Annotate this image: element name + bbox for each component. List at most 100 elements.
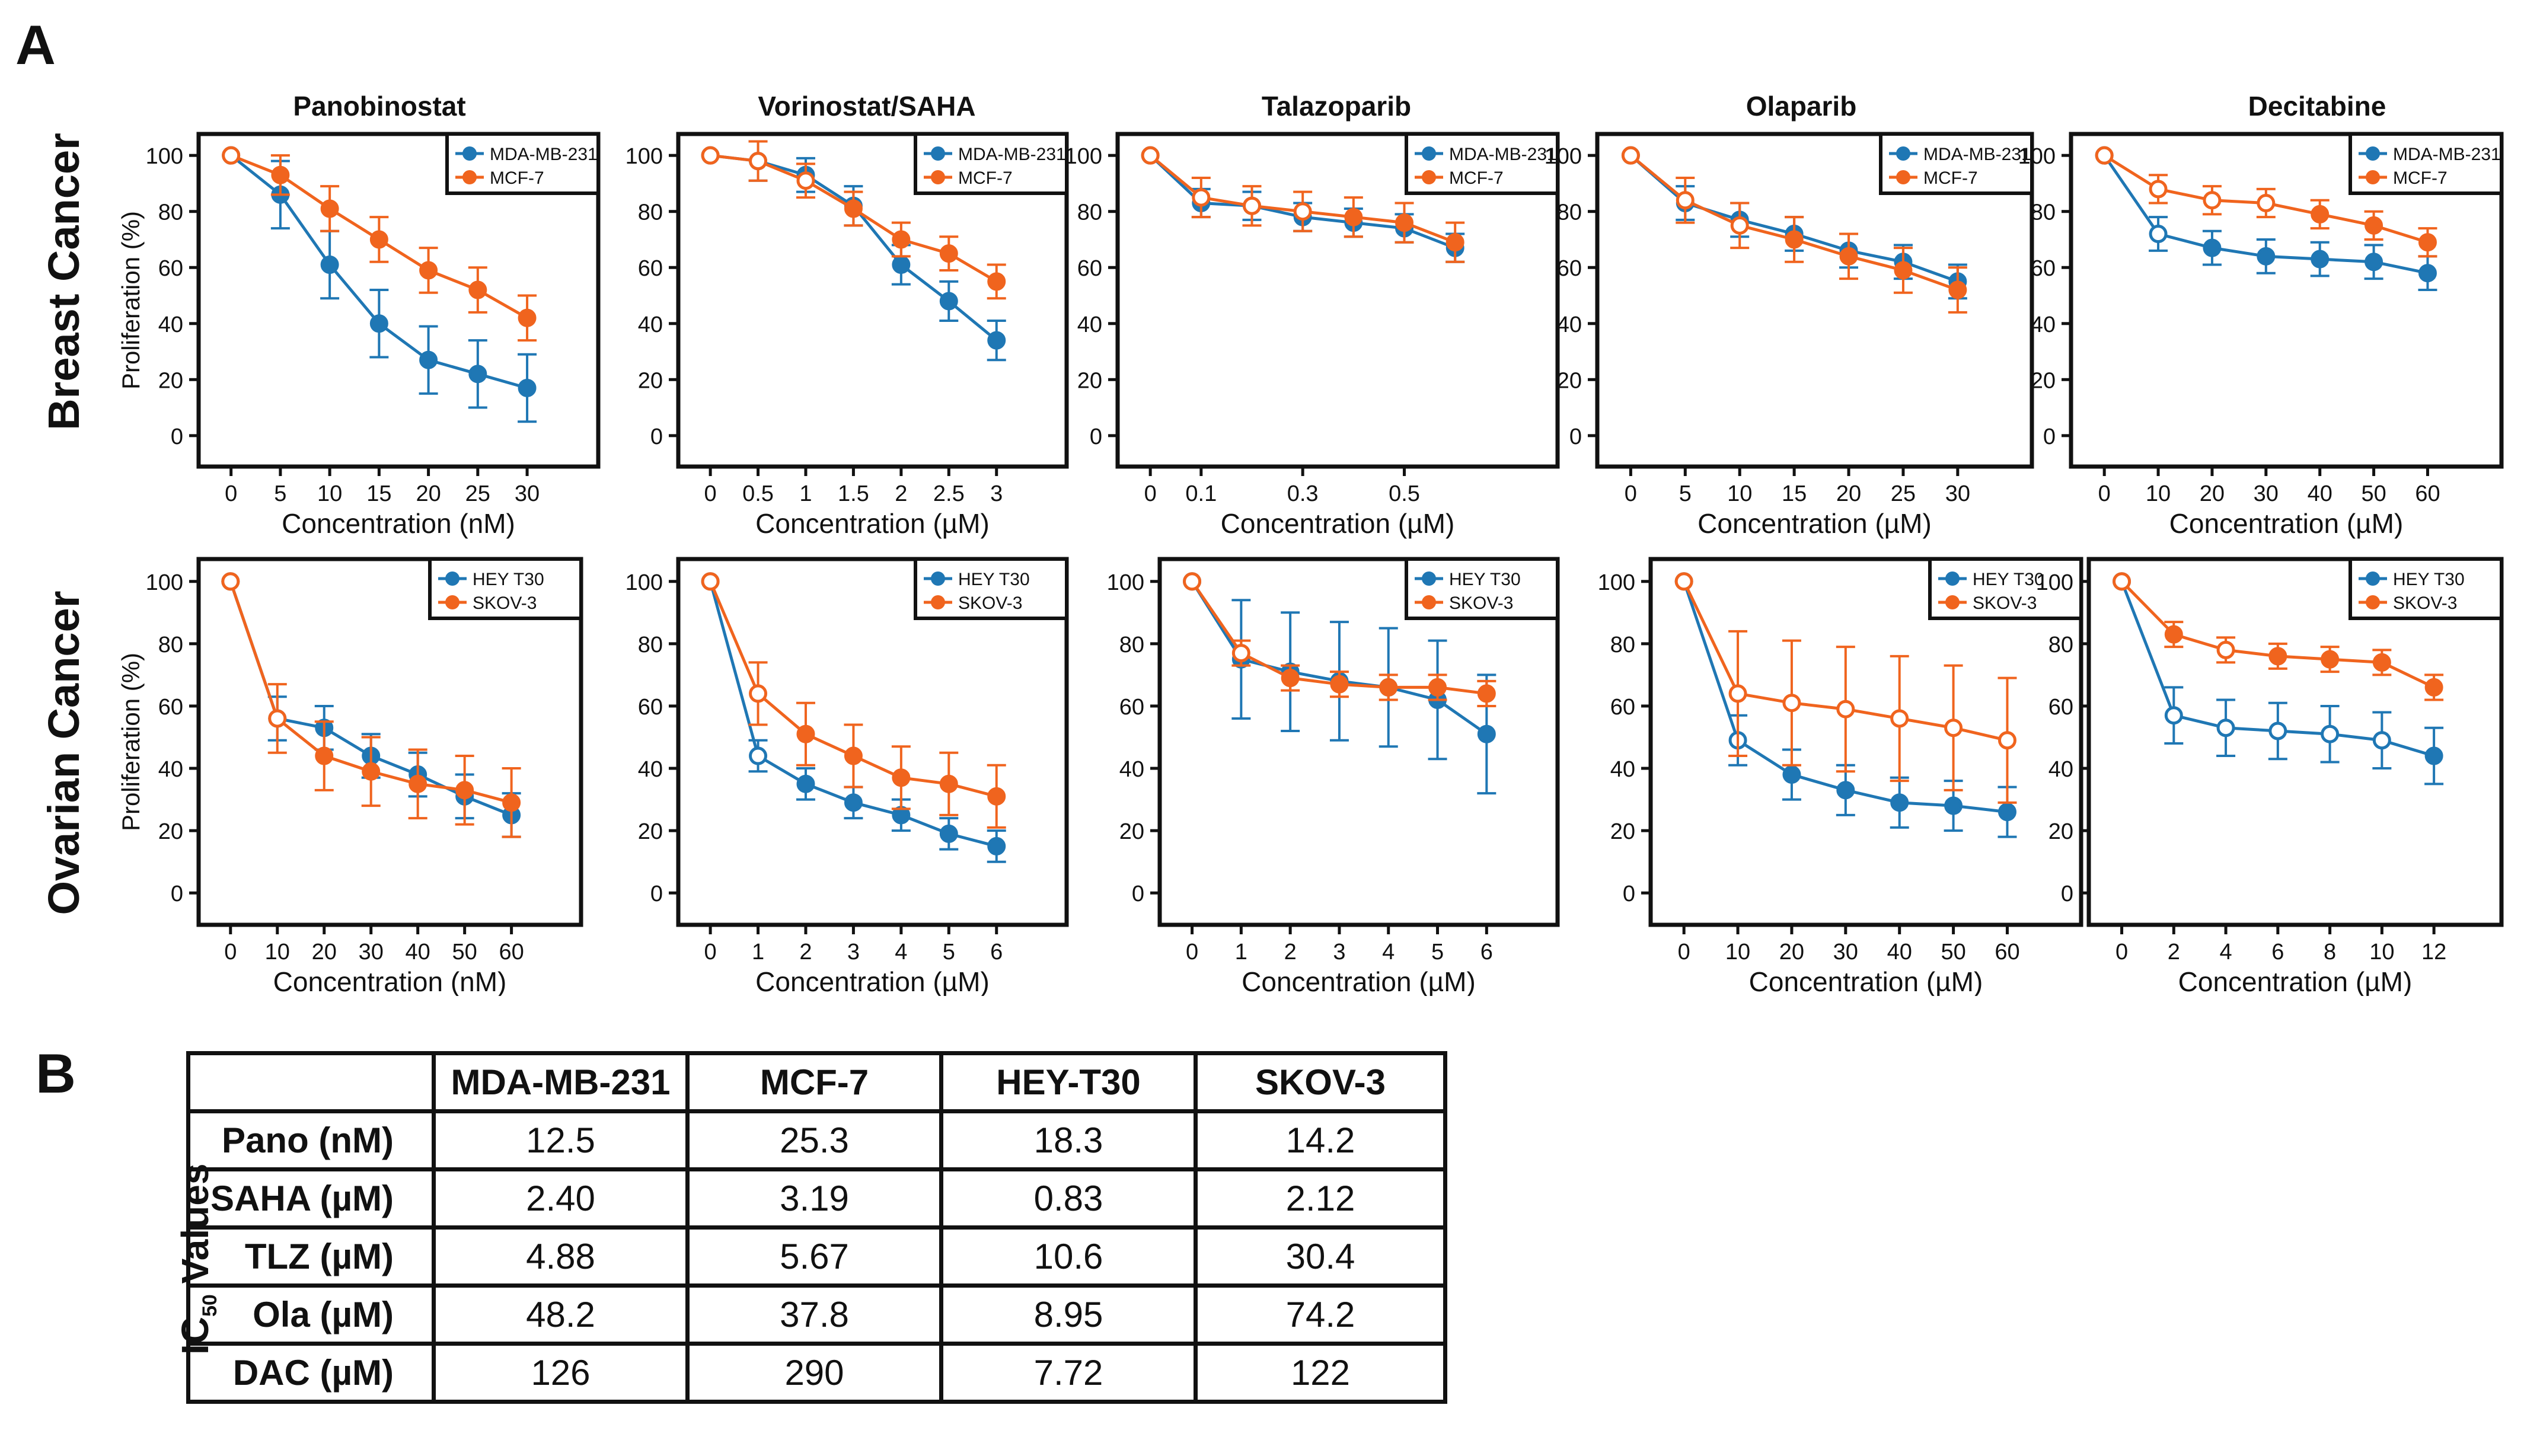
data-point [939,292,958,311]
x-tick-label: 15 [366,481,391,506]
table-cell: 2.40 [432,1167,690,1230]
legend-marker [1945,595,1960,609]
x-tick-label: 1 [1235,940,1247,965]
y-tick-label: 100 [2018,144,2056,169]
data-point [1839,247,1858,266]
x-tick-label: 10 [2146,481,2171,506]
x-tick-label: 20 [1779,940,1804,965]
y-tick-label: 40 [638,312,663,337]
table-cell: 8.95 [939,1283,1198,1346]
x-tick-label: 10 [1725,940,1750,965]
y-tick-label: 80 [2031,200,2056,225]
x-tick-label: 6 [2271,940,2284,965]
data-point [1782,765,1801,784]
y-tick-label: 20 [638,819,663,844]
y-tick-label: 0 [2061,882,2073,906]
y-tick-label: 0 [1090,424,1102,449]
data-point [749,152,768,171]
row-label-ovarian-cancer: Ovarian Cancer [39,590,88,915]
table-corner-cell [186,1051,436,1113]
data-point [2203,191,2222,210]
legend-marker [1422,146,1436,161]
data-point [1948,280,1967,299]
data-point [320,256,339,274]
y-tick-label: 80 [158,200,183,225]
x-tick-label: 50 [452,940,477,965]
y-tick-label: 40 [1557,312,1582,337]
legend-marker [931,595,945,609]
x-tick-label: 2.5 [933,481,965,506]
data-point [271,165,290,184]
legend-label: HEY T30 [958,570,1030,589]
table-row-label: Ola (µM) [186,1283,436,1346]
data-point [2113,572,2131,591]
row-label-breast-cancer: Breast Cancer [39,133,88,430]
y-tick-label: 40 [1119,757,1144,782]
x-tick-label: 0.3 [1287,481,1319,506]
data-point [221,572,240,591]
data-point [2372,653,2391,672]
data-point [2149,225,2168,244]
x-tick-label: 0 [1186,940,1198,965]
data-point [2164,625,2183,644]
data-point [2149,180,2168,199]
table-cell: 18.3 [939,1109,1198,1171]
data-point [939,244,958,263]
x-axis-label: Concentration (µM) [1221,508,1455,539]
table-cell: 3.19 [685,1167,943,1230]
table-row-label: TLZ (µM) [186,1225,436,1288]
data-point [987,272,1006,291]
data-point [2216,640,2235,659]
y-axis-label: Proliferation (%) [117,211,145,389]
x-tick-label: 5 [1431,940,1444,965]
table-cell: 10.6 [939,1225,1198,1288]
x-tick-label: 8 [2324,940,2336,965]
y-tick-label: 60 [1557,256,1582,281]
data-point [1944,796,1963,815]
table-row-label: DAC (µM) [186,1342,436,1404]
data-point [518,308,537,327]
data-point [844,793,863,812]
y-tick-label: 100 [146,570,183,595]
x-tick-label: 0 [1678,940,1690,965]
x-tick-label: 10 [265,940,290,965]
x-axis-label: Concentration (nM) [282,508,515,539]
x-axis-label: Concentration (µM) [755,508,990,539]
plot-frame [1157,557,1560,927]
legend-marker [1422,170,1436,184]
x-axis-label: Concentration (µM) [1749,966,1983,996]
y-tick-label: 100 [2036,570,2073,595]
legend-label: SKOV-3 [473,593,537,613]
x-tick-label: 10 [1727,481,1752,506]
y-tick-label: 60 [158,256,183,281]
y-tick-label: 0 [650,882,663,906]
data-point [1281,669,1300,688]
legend-label: SKOV-3 [958,593,1022,613]
data-point [2372,731,2391,750]
x-tick-label: 60 [499,940,524,965]
x-tick-label: 0.1 [1185,481,1217,506]
x-axis-label: Concentration (µM) [755,966,990,996]
y-tick-label: 20 [1119,819,1144,844]
data-point [315,746,334,765]
table-header-row: MDA-MB-231 MCF-7 HEY-T30 SKOV-3 [186,1051,1447,1113]
y-tick-label: 80 [1077,200,1102,225]
table-cell: 30.4 [1194,1225,1447,1288]
data-point [2164,706,2183,725]
x-tick-label: 60 [1995,940,2019,965]
data-point [1944,719,1963,737]
legend-marker [1896,170,1910,184]
table-row: DAC (µM) 126 290 7.72 122 [186,1342,1447,1404]
legend-marker [931,146,945,161]
y-tick-label: 0 [1623,882,1635,906]
data-point [1730,216,1749,235]
y-tick-label: 0 [171,882,183,906]
data-point [1192,188,1211,207]
legend-marker [445,595,460,609]
y-tick-label: 20 [2031,368,2056,393]
legend-marker [2366,595,2380,609]
x-tick-label: 2 [2168,940,2180,965]
chart-panel: 0 20 40 60 80 100 0 2 4 6 8 10 12 Concentration (µM) H… [2036,557,2504,996]
data-point [1621,146,1640,165]
data-point [1231,644,1250,663]
